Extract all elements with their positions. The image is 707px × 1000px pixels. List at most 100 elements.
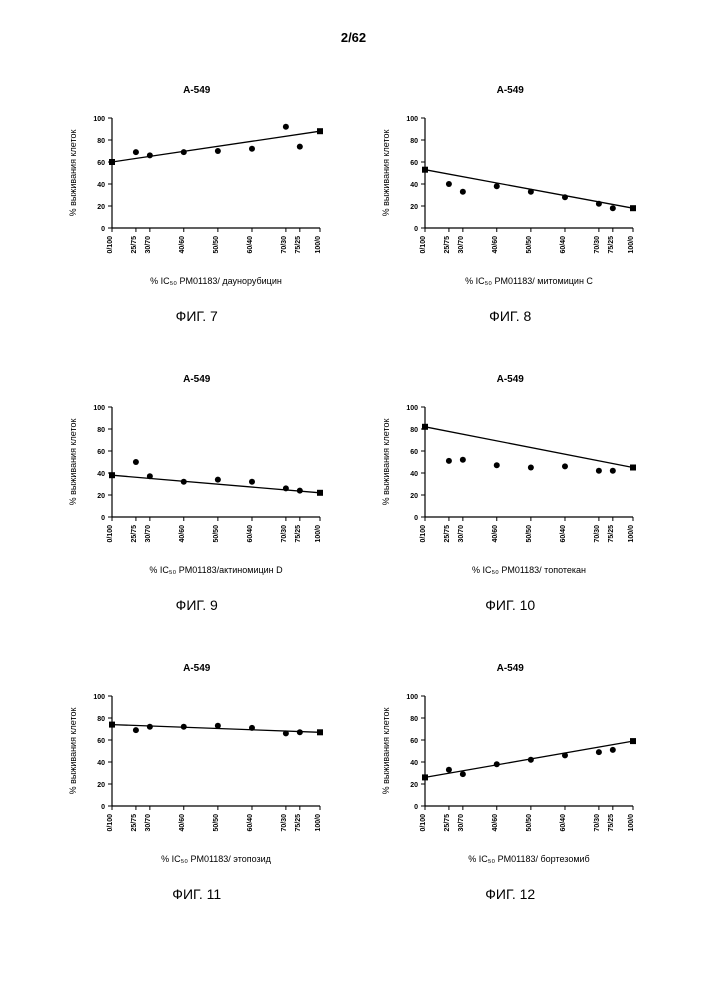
svg-text:20: 20 <box>410 493 418 500</box>
chart-svg: 0204060801000/10025/7530/7040/6050/5060/… <box>62 678 332 868</box>
chart-title: A-549 <box>183 663 210 674</box>
svg-text:50/50: 50/50 <box>526 814 533 832</box>
svg-text:60/40: 60/40 <box>560 236 567 254</box>
chart-fig7: A-5490204060801000/10025/7530/7040/6050/… <box>60 85 334 324</box>
svg-text:25/75: 25/75 <box>444 525 451 543</box>
svg-text:20: 20 <box>410 782 418 789</box>
svg-text:30/70: 30/70 <box>458 236 465 254</box>
svg-text:% выживания клеток: % выживания клеток <box>68 419 78 506</box>
svg-text:60/40: 60/40 <box>560 525 567 543</box>
svg-text:% выживания клеток: % выживания клеток <box>68 130 78 217</box>
svg-text:20: 20 <box>410 204 418 211</box>
svg-text:0: 0 <box>414 515 418 522</box>
svg-text:75/25: 75/25 <box>608 236 615 254</box>
chart-svg: 0204060801000/10025/7530/7040/6050/5060/… <box>375 100 645 290</box>
svg-text:30/70: 30/70 <box>145 236 152 254</box>
svg-text:% выживания клеток: % выживания клеток <box>381 419 391 506</box>
svg-text:100: 100 <box>93 116 105 123</box>
svg-text:0/100: 0/100 <box>420 814 427 832</box>
figure-caption: ФИГ. 11 <box>172 886 221 902</box>
svg-text:100: 100 <box>93 405 105 412</box>
svg-text:80: 80 <box>97 427 105 434</box>
svg-text:75/25: 75/25 <box>295 236 302 254</box>
svg-text:100/0: 100/0 <box>315 236 322 254</box>
figure-caption: ФИГ. 9 <box>176 597 218 613</box>
figure-caption: ФИГ. 7 <box>176 308 218 324</box>
svg-text:25/75: 25/75 <box>444 236 451 254</box>
svg-text:% IC₅₀ PM01183/ митомицин C: % IC₅₀ PM01183/ митомицин C <box>465 276 593 286</box>
svg-text:30/70: 30/70 <box>145 525 152 543</box>
chart-title: A-549 <box>497 85 524 96</box>
svg-text:80: 80 <box>410 427 418 434</box>
svg-text:100: 100 <box>407 116 419 123</box>
svg-text:30/70: 30/70 <box>458 814 465 832</box>
svg-text:75/25: 75/25 <box>295 525 302 543</box>
page-number: 2/62 <box>0 30 707 45</box>
chart-title: A-549 <box>497 663 524 674</box>
svg-text:40: 40 <box>410 760 418 767</box>
svg-text:60: 60 <box>97 738 105 745</box>
figure-caption: ФИГ. 10 <box>485 597 535 613</box>
svg-text:25/75: 25/75 <box>131 525 138 543</box>
svg-text:% IC₅₀ PM01183/ бортезомиб: % IC₅₀ PM01183/ бортезомиб <box>469 854 590 864</box>
svg-text:50/50: 50/50 <box>213 525 220 543</box>
chart-title: A-549 <box>183 374 210 385</box>
svg-text:100/0: 100/0 <box>315 814 322 832</box>
svg-text:60/40: 60/40 <box>247 236 254 254</box>
chart-svg: 0204060801000/10025/7530/7040/6050/5060/… <box>62 389 332 579</box>
svg-text:75/25: 75/25 <box>608 525 615 543</box>
svg-text:50/50: 50/50 <box>526 236 533 254</box>
svg-text:0/100: 0/100 <box>107 814 114 832</box>
svg-text:75/25: 75/25 <box>608 814 615 832</box>
svg-text:40: 40 <box>97 760 105 767</box>
svg-text:% IC₅₀ PM01183/ даунорубицин: % IC₅₀ PM01183/ даунорубицин <box>150 276 282 286</box>
chart-title: A-549 <box>183 85 210 96</box>
svg-text:40/60: 40/60 <box>492 236 499 254</box>
svg-text:0: 0 <box>101 804 105 811</box>
svg-text:20: 20 <box>97 493 105 500</box>
svg-text:60/40: 60/40 <box>560 814 567 832</box>
chart-fig9: A-5490204060801000/10025/7530/7040/6050/… <box>60 374 334 613</box>
svg-text:0: 0 <box>414 804 418 811</box>
svg-text:60/40: 60/40 <box>247 814 254 832</box>
svg-text:0/100: 0/100 <box>107 525 114 543</box>
svg-text:50/50: 50/50 <box>213 236 220 254</box>
svg-text:70/30: 70/30 <box>281 236 288 254</box>
svg-text:25/75: 25/75 <box>131 236 138 254</box>
svg-text:50/50: 50/50 <box>526 525 533 543</box>
chart-svg: 0204060801000/10025/7530/7040/6050/5060/… <box>375 678 645 868</box>
svg-text:40: 40 <box>410 182 418 189</box>
svg-text:100: 100 <box>93 694 105 701</box>
svg-text:80: 80 <box>410 716 418 723</box>
svg-text:70/30: 70/30 <box>594 525 601 543</box>
chart-svg: 0204060801000/10025/7530/7040/6050/5060/… <box>62 100 332 290</box>
svg-text:100/0: 100/0 <box>628 814 635 832</box>
svg-text:100: 100 <box>407 694 419 701</box>
svg-text:30/70: 30/70 <box>145 814 152 832</box>
chart-fig11: A-5490204060801000/10025/7530/7040/6050/… <box>60 663 334 902</box>
svg-text:% выживания клеток: % выживания клеток <box>68 708 78 795</box>
figure-caption: ФИГ. 12 <box>485 886 535 902</box>
chart-title: A-549 <box>497 374 524 385</box>
svg-text:20: 20 <box>97 204 105 211</box>
chart-fig8: A-5490204060801000/10025/7530/7040/6050/… <box>374 85 648 324</box>
svg-text:40: 40 <box>97 471 105 478</box>
svg-text:40/60: 40/60 <box>492 525 499 543</box>
svg-text:100/0: 100/0 <box>628 525 635 543</box>
svg-text:25/75: 25/75 <box>131 814 138 832</box>
svg-text:60: 60 <box>410 738 418 745</box>
figure-caption: ФИГ. 8 <box>489 308 531 324</box>
svg-text:40/60: 40/60 <box>179 814 186 832</box>
svg-text:% IC₅₀ PM01183/ топотекан: % IC₅₀ PM01183/ топотекан <box>472 565 586 575</box>
svg-text:80: 80 <box>97 138 105 145</box>
svg-text:30/70: 30/70 <box>458 525 465 543</box>
svg-text:70/30: 70/30 <box>281 525 288 543</box>
svg-text:80: 80 <box>410 138 418 145</box>
svg-text:40/60: 40/60 <box>179 236 186 254</box>
svg-text:70/30: 70/30 <box>594 236 601 254</box>
svg-text:70/30: 70/30 <box>594 814 601 832</box>
svg-text:70/30: 70/30 <box>281 814 288 832</box>
svg-text:40/60: 40/60 <box>179 525 186 543</box>
svg-text:100: 100 <box>407 405 419 412</box>
svg-text:0/100: 0/100 <box>107 236 114 254</box>
